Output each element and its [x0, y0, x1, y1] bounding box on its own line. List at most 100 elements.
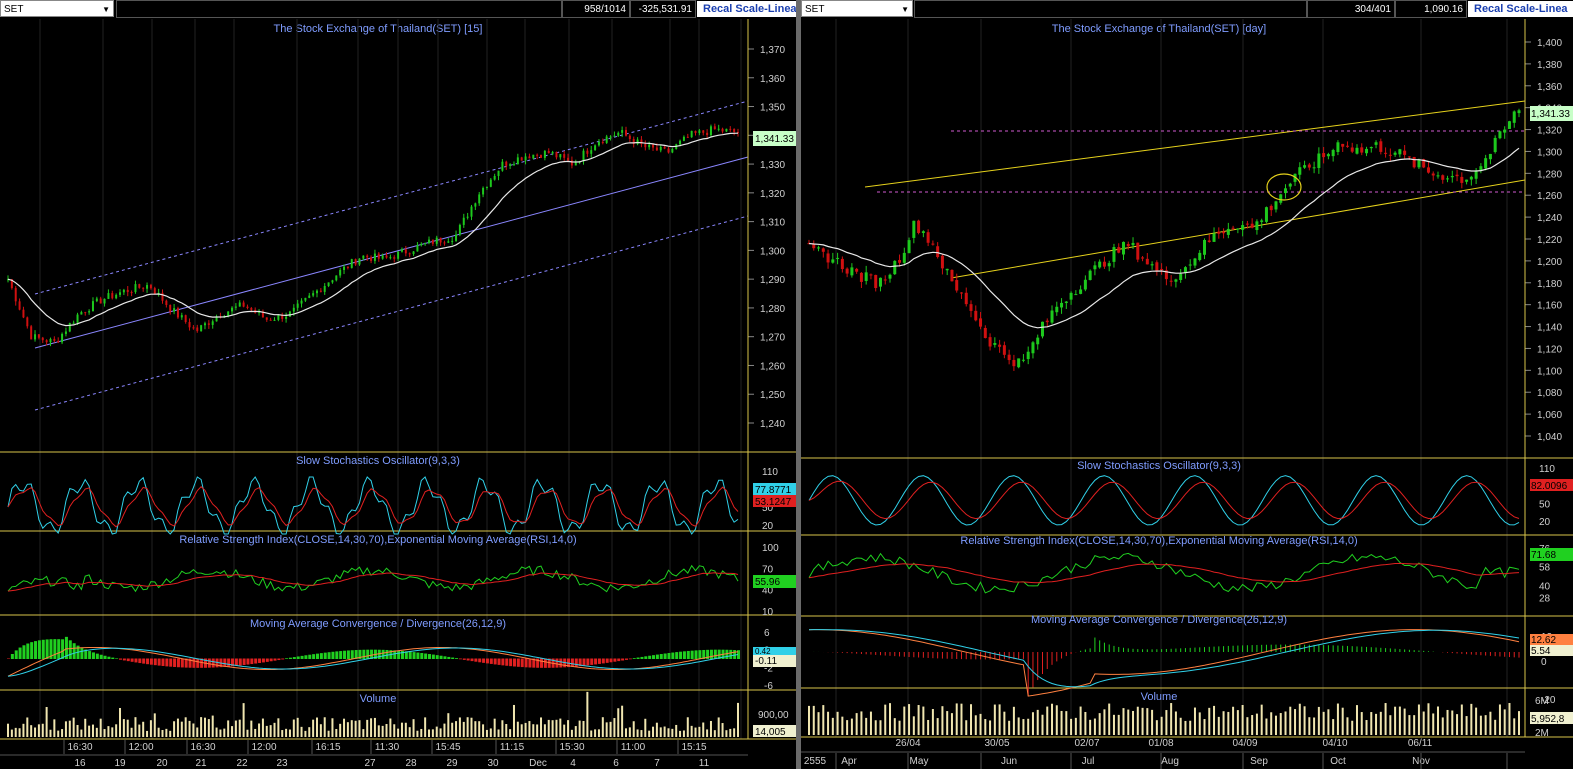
- left-candle-body: [439, 237, 442, 243]
- left-candle-body: [188, 322, 191, 328]
- right-price-tick: 1,080: [1537, 388, 1562, 399]
- right-price-tick: 1,320: [1537, 126, 1562, 137]
- right-volume-bar: [1198, 712, 1201, 735]
- left-macd-histogram-bar: [331, 651, 335, 659]
- left-macd-histogram-bar: [312, 654, 316, 659]
- right-volume-bar: [1456, 714, 1459, 735]
- left-rsi-tick: 100: [762, 543, 779, 554]
- right-volume-bar: [1351, 720, 1354, 735]
- right-stoch-k-line: [808, 475, 1520, 526]
- left-candle-body: [447, 241, 450, 243]
- left-volume-bar: [41, 723, 44, 737]
- left-macd-histogram-bar: [157, 658, 161, 666]
- left-volume-bar: [215, 727, 218, 737]
- left-macd-tick: -6: [764, 681, 773, 692]
- right-candle-body: [1236, 228, 1240, 230]
- left-volume-bar: [26, 717, 29, 737]
- left-macd-histogram-bar: [377, 649, 381, 659]
- left-macd-histogram-bar: [53, 639, 57, 659]
- right-volume-bar: [1417, 704, 1420, 735]
- right-candle-body: [974, 310, 978, 321]
- right-symbol-select[interactable]: SET ▼: [801, 0, 913, 17]
- left-candle-body: [343, 266, 346, 270]
- left-candle-body: [540, 154, 543, 158]
- left-candle-body: [184, 315, 187, 323]
- left-volume-bar: [636, 729, 639, 737]
- right-rsi-title: Relative Strength Index(CLOSE,14,30,70),…: [960, 535, 1357, 547]
- left-macd-histogram-bar: [335, 651, 339, 659]
- right-candle-body: [1031, 342, 1035, 354]
- left-candle-body: [400, 249, 403, 252]
- left-macd-histogram-bar: [265, 658, 269, 662]
- left-chart-title: The Stock Exchange of Thailand(SET) [15]: [274, 23, 483, 35]
- left-macd-histogram-bar: [300, 655, 304, 659]
- left-volume-bar: [269, 725, 272, 737]
- left-candle-body: [532, 154, 535, 159]
- right-volume-bar: [1170, 703, 1173, 735]
- left-volume-bar: [107, 726, 110, 737]
- right-candle-body: [1426, 167, 1430, 173]
- right-macd-last-2: 5.54: [1531, 646, 1551, 657]
- right-candle-body: [945, 268, 949, 271]
- right-volume-tick-2m: 2M: [1535, 728, 1549, 739]
- panel-splitter[interactable]: [796, 0, 801, 769]
- left-channel-lower: [34, 215, 749, 411]
- left-macd-histogram-bar: [709, 649, 713, 659]
- left-volume-bar: [119, 707, 122, 737]
- left-candle-body: [261, 311, 264, 318]
- right-volume-bar: [889, 703, 892, 735]
- right-candle-body: [1336, 142, 1340, 153]
- right-price-tick: 1,220: [1537, 235, 1562, 246]
- right-candle-body: [1145, 258, 1149, 265]
- left-macd-histogram-bar: [601, 658, 605, 664]
- left-macd-last-box-2: [753, 655, 796, 667]
- right-candle-body: [864, 272, 868, 282]
- left-candle-body: [389, 257, 392, 259]
- left-candle-body: [428, 239, 431, 243]
- right-candle-body: [1517, 110, 1521, 114]
- left-candle-body: [443, 242, 446, 244]
- left-candle-body: [68, 323, 71, 332]
- left-macd-histogram-bar: [644, 656, 648, 659]
- right-volume-bar: [898, 720, 901, 735]
- right-volume-bar: [846, 720, 849, 735]
- left-macd-histogram-bar: [632, 658, 636, 659]
- left-candle-body: [605, 136, 608, 143]
- left-time-label: 11:00: [621, 742, 646, 753]
- right-toolbar: SET ▼ 304/401 1,090.16 Recal Scale-Linea: [801, 0, 1573, 19]
- right-candle-body: [1150, 264, 1154, 266]
- right-macd-title: Moving Average Convergence / Divergence(…: [1031, 614, 1287, 626]
- left-candle-body: [478, 194, 481, 204]
- left-candle-body: [655, 147, 658, 151]
- left-macd-histogram-bar: [412, 652, 416, 659]
- right-volume-bar: [1217, 716, 1220, 735]
- right-candle-body: [1474, 171, 1478, 179]
- right-volume-bar: [1279, 713, 1282, 735]
- left-macd-histogram-bar: [323, 652, 327, 659]
- left-candle-body: [601, 141, 604, 143]
- left-chart-canvas[interactable]: The Stock Exchange of Thailand(SET) [15]…: [0, 19, 796, 769]
- right-price-tick: 1,380: [1537, 60, 1562, 71]
- right-recal-scale-button[interactable]: Recal Scale-Linea: [1468, 1, 1573, 17]
- right-volume-bar: [855, 713, 858, 735]
- left-symbol-select[interactable]: SET ▼: [0, 0, 114, 17]
- left-macd-histogram-bar: [497, 658, 501, 665]
- right-candle-body: [955, 280, 959, 291]
- left-macd-histogram-bar: [694, 650, 698, 659]
- right-volume-bar: [1241, 705, 1244, 735]
- left-candle-body: [632, 138, 635, 144]
- left-volume-bar: [207, 719, 210, 737]
- right-candle-body: [1369, 146, 1373, 149]
- left-candle-body: [18, 301, 21, 310]
- left-recal-scale-button[interactable]: Recal Scale-Linea: [697, 1, 796, 17]
- right-candle-body: [836, 257, 840, 259]
- left-price-tick: 1,300: [760, 246, 785, 257]
- right-volume-bar: [931, 709, 934, 735]
- right-chart-canvas[interactable]: The Stock Exchange of Thailand(SET) [day…: [801, 19, 1573, 769]
- left-macd-histogram-bar: [536, 658, 540, 668]
- left-macd-histogram-bar: [451, 657, 455, 659]
- left-volume-bar: [358, 720, 361, 737]
- right-volume-bar: [869, 711, 872, 735]
- left-volume-bar: [335, 728, 338, 737]
- left-volume-bar: [648, 730, 651, 737]
